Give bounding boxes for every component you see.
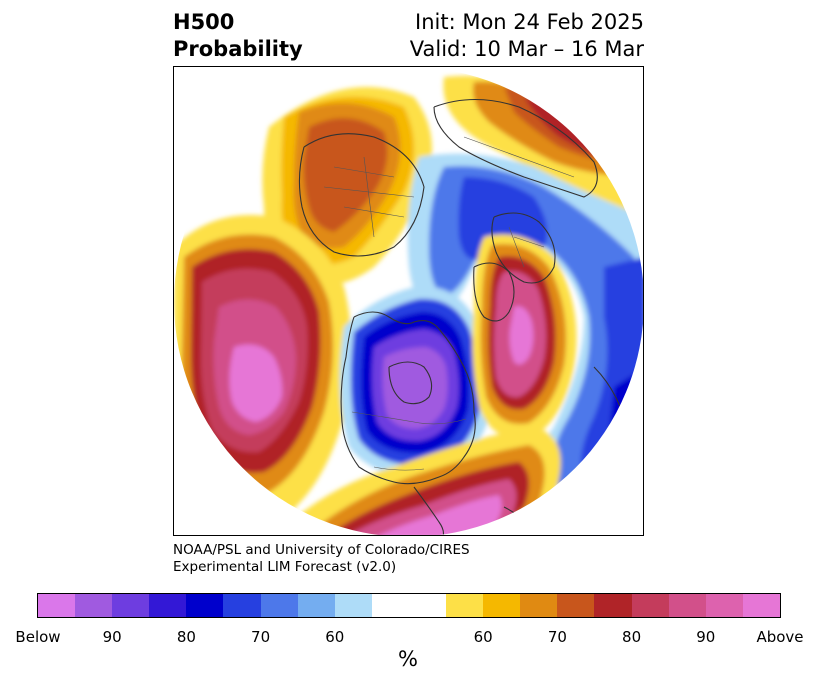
coastline-asia (298, 133, 425, 257)
colorbar-segment (668, 594, 706, 617)
coastline-siberia (433, 98, 598, 198)
border-europe-2 (513, 236, 545, 248)
colorbar-segment (260, 594, 298, 617)
border-russia (463, 136, 575, 178)
colorbar-segment (742, 594, 780, 617)
colorbar-tick-label: Above (756, 628, 804, 646)
colorbar-segment (38, 594, 76, 617)
border-asia-4 (323, 186, 415, 198)
border-us-canada (351, 411, 467, 425)
credit-line-1: NOAA/PSL and University of Colorado/CIRE… (173, 542, 470, 558)
colorbar-segment (557, 594, 595, 617)
colorbar-tick-label: 70 (547, 628, 567, 646)
coastline-central-america (413, 486, 445, 535)
colorbar-segment (483, 594, 521, 617)
coastlines (298, 98, 625, 535)
colorbar-segment (334, 594, 372, 617)
border-asia-3 (363, 156, 375, 238)
border-asia-2 (343, 206, 405, 218)
political-borders (323, 136, 575, 471)
valid-range: Valid: 10 Mar – 16 Mar (409, 37, 644, 61)
plot-title: H500 Probability (173, 9, 303, 63)
colorbar-segment (297, 594, 335, 617)
colorbar-tick-label: 70 (251, 628, 271, 646)
probability-field (174, 67, 643, 535)
colorbar-segment (149, 594, 187, 617)
colorbar-segment (631, 594, 669, 617)
forecast-dates: Init: Mon 24 Feb 2025 Valid: 10 Mar – 16… (410, 9, 644, 63)
coastline-greenland (473, 262, 515, 322)
anomaly-above-south-5 (374, 495, 502, 535)
colorbar-tick-label: 90 (696, 628, 716, 646)
colorbar-segment (223, 594, 261, 617)
colorbar-units: % (398, 647, 418, 671)
colorbar-segment (520, 594, 558, 617)
colorbar-tick-label: 90 (102, 628, 122, 646)
hudson-bay (388, 361, 433, 405)
colorbar-segment (446, 594, 484, 617)
anomaly-above-eurasia-4 (303, 118, 388, 232)
title-field: Probability (173, 37, 303, 61)
colorbar-segment (408, 594, 447, 617)
credit-text: NOAA/PSL and University of Colorado/CIRE… (173, 542, 470, 576)
coastline-north-america (340, 311, 476, 485)
colorbar-segment (186, 594, 224, 617)
anomaly-above-atlantic-east-5 (509, 306, 534, 365)
border-asia-1 (333, 166, 395, 178)
colorbar-segment (112, 594, 150, 617)
colorbar-segment (594, 594, 632, 617)
colorbar-tick-label: 80 (176, 628, 196, 646)
probability-map (173, 66, 644, 536)
colorbar (37, 593, 781, 618)
anomaly-below-canada-5 (382, 347, 448, 429)
colorbar-segment (705, 594, 743, 617)
colorbar-tick-label: 60 (325, 628, 345, 646)
init-date: Init: Mon 24 Feb 2025 (415, 10, 644, 34)
colorbar-segment (371, 594, 409, 617)
colorbar-tick-label: 80 (622, 628, 642, 646)
anomaly-above-pacific-6 (229, 344, 283, 422)
colorbar-segment (75, 594, 113, 617)
colorbar-tick-label: Below (15, 628, 61, 646)
title-variable: H500 (173, 10, 235, 34)
credit-line-2: Experimental LIM Forecast (v2.0) (173, 559, 397, 575)
border-us-mexico (373, 466, 425, 471)
colorbar-tick-label: 60 (473, 628, 493, 646)
border-europe-1 (508, 226, 525, 268)
coastline-europe (491, 212, 556, 284)
polar-map-svg (174, 67, 643, 535)
